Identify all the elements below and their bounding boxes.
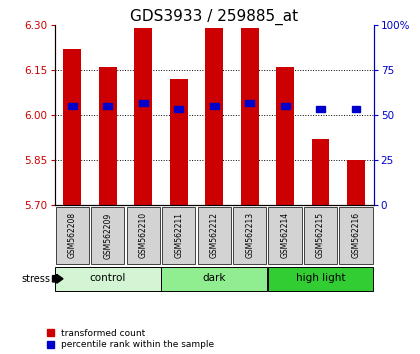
Bar [304,206,337,264]
Text: GSM562210: GSM562210 [139,212,148,258]
Text: GSM562212: GSM562212 [210,212,219,258]
Bar [55,267,160,291]
Bar [347,160,365,205]
Bar [241,28,259,205]
Bar [316,105,325,113]
Text: GSM562215: GSM562215 [316,212,325,258]
Bar [63,49,81,205]
Text: dark: dark [202,273,226,283]
Text: GSM562209: GSM562209 [103,212,112,258]
Bar [68,103,77,109]
Bar [268,267,373,291]
Bar [281,103,289,109]
Text: GSM562211: GSM562211 [174,212,183,258]
Legend: transformed count, percentile rank within the sample: transformed count, percentile rank withi… [47,329,214,349]
Bar [161,267,267,291]
Bar [103,103,112,109]
Text: GSM562208: GSM562208 [68,212,77,258]
Text: control: control [89,273,126,283]
Title: GDS3933 / 259885_at: GDS3933 / 259885_at [130,8,298,25]
Bar [99,67,117,205]
Text: GSM562216: GSM562216 [352,212,360,258]
Bar [174,105,183,113]
Text: GSM562213: GSM562213 [245,212,254,258]
Bar [162,206,195,264]
Bar [268,206,302,264]
Bar [312,139,329,205]
Bar [205,28,223,205]
Bar [139,99,148,107]
Bar [170,79,188,205]
Bar [210,103,219,109]
Bar [339,206,373,264]
Bar [276,67,294,205]
Bar [134,28,152,205]
Bar [352,105,360,113]
Text: GSM562214: GSM562214 [281,212,290,258]
Bar [197,206,231,264]
Text: stress: stress [21,274,50,284]
Bar [91,206,124,264]
Text: high light: high light [296,273,345,283]
Bar [233,206,266,264]
Bar [245,99,254,107]
Bar [126,206,160,264]
Bar [56,206,89,264]
